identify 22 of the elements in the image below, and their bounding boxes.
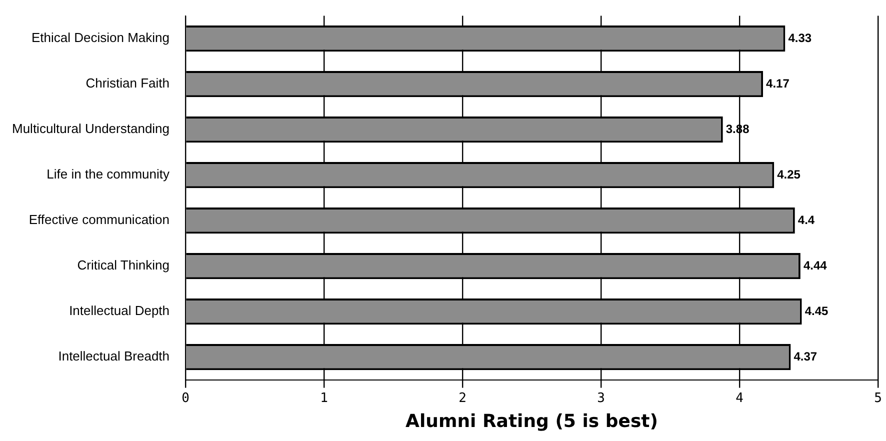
data-label: 4.25 — [777, 167, 801, 182]
y-tick-label: Intellectual Depth — [69, 303, 170, 318]
y-tick-label: Effective communication — [28, 212, 170, 228]
data-label: 4.44 — [803, 258, 828, 272]
x-tick-label: 3 — [597, 390, 605, 406]
x-tick-label: 0 — [182, 390, 190, 406]
x-tick-label: 2 — [458, 390, 466, 406]
y-tick-label: Critical Thinking — [77, 258, 170, 273]
y-tick-label: Life in the community — [46, 166, 170, 182]
y-tick-label: Intellectual Breadth — [58, 348, 170, 364]
data-label: 4.45 — [804, 304, 829, 318]
x-tick-label: 1 — [320, 390, 328, 406]
data-label: 4.33 — [788, 30, 812, 45]
y-tick-label: Multicultural Understanding — [12, 121, 170, 136]
data-label: 4.37 — [794, 349, 818, 364]
data-label: 4.17 — [766, 76, 790, 90]
data-label: 4.4 — [798, 212, 815, 227]
y-tick-label: Christian Faith — [86, 76, 170, 91]
x-tick-label: 5 — [874, 390, 882, 406]
x-axis-title: Alumni Rating (5 is best) — [406, 410, 658, 432]
x-tick-label: 4 — [736, 390, 744, 406]
y-tick-label: Ethical Decision Making — [32, 30, 170, 46]
